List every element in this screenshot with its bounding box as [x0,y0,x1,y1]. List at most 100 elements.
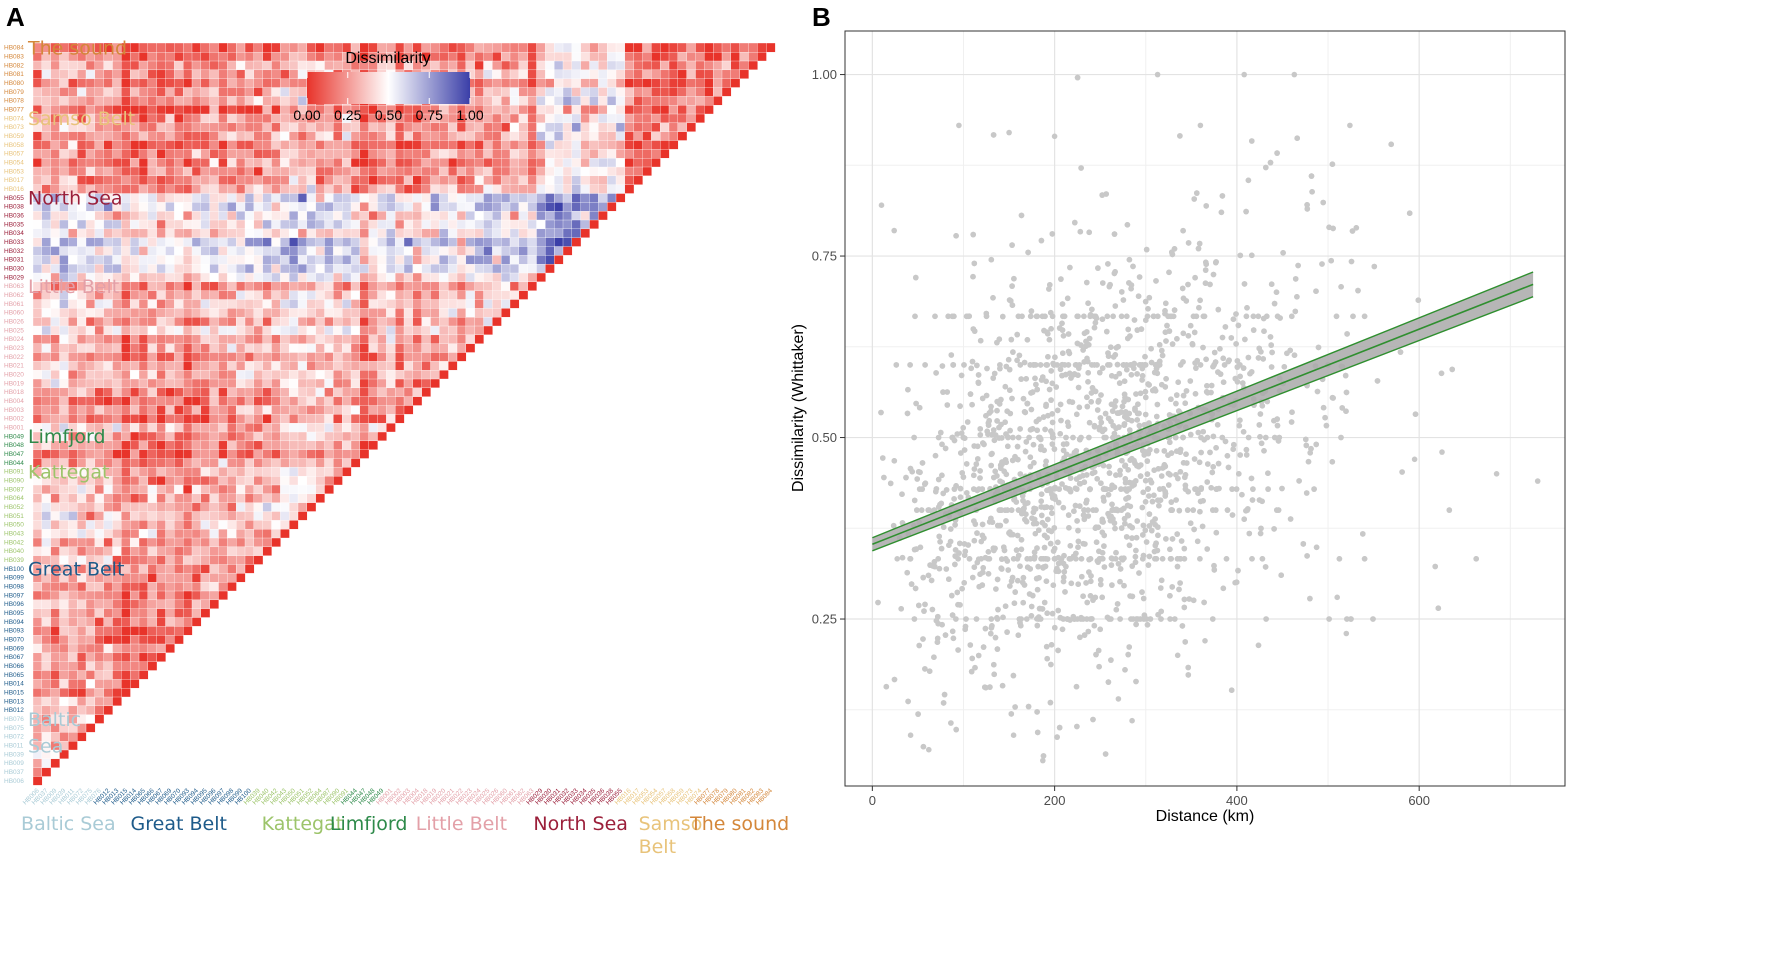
heatmap-cell [262,343,273,353]
heatmap-cell [324,184,334,194]
heatmap-cell [536,201,546,212]
heatmap-row-label: HB044 [4,460,24,467]
heatmap-cell [59,210,69,221]
heatmap-cell [76,590,87,601]
heatmap-cell [668,95,679,106]
heatmap-row-label: HB032 [4,248,24,255]
heatmap-cell [545,263,555,274]
heatmap-cell [465,166,476,177]
heatmap-cell [218,192,228,203]
heatmap-cell [94,175,105,185]
heatmap-cell [350,281,361,291]
heatmap-cell [280,60,290,71]
heatmap-cell [359,122,370,132]
heatmap-cell [518,148,529,159]
heatmap-cell [633,104,644,115]
heatmap-cell [112,440,122,450]
heatmap-cell [165,510,175,521]
heatmap-cell [412,272,423,283]
heatmap-cell [297,192,308,203]
heatmap-cell [624,51,635,62]
heatmap-cell [271,290,281,300]
heatmap-cell [235,572,246,583]
heatmap-cell [121,590,131,601]
heatmap-cell [492,157,502,168]
heatmap-cell [280,528,290,539]
heatmap-cell [297,475,308,486]
heatmap-cell [147,528,158,539]
heatmap-cell [174,237,184,247]
heatmap-cell [712,78,723,88]
heatmap-cell [235,60,246,71]
heatmap-cell [227,325,237,336]
heatmap-cell [439,60,449,71]
heatmap-cell [174,343,184,353]
heatmap-cell [85,325,96,336]
heatmap-cell [138,572,149,583]
heatmap-cell [368,307,379,318]
heatmap-cell [68,546,78,556]
heatmap-cell [165,449,175,459]
heatmap-cell [138,528,149,539]
heatmap-cell [536,51,546,62]
heatmap-cell [209,351,220,362]
heatmap-cell [324,192,334,203]
heatmap-cell [492,254,502,265]
heatmap-cell [288,69,299,79]
heatmap-cell [377,175,387,185]
heatmap-cell [174,634,184,645]
heatmap-cell [271,157,281,168]
heatmap-cell [757,51,767,62]
heatmap-cell [288,351,299,362]
heatmap-cell [368,281,379,291]
heatmap-cell [271,404,281,415]
heatmap-cell [297,139,308,150]
heatmap-cell [129,325,140,336]
heatmap-cell [386,210,396,221]
heatmap-cell [315,245,326,256]
heatmap-cell [465,316,476,327]
heatmap-cell [562,104,573,115]
heatmap-cell [94,696,105,707]
heatmap-cell [156,281,167,291]
heatmap-cell [59,351,69,362]
heatmap-cell [571,237,582,247]
heatmap-cell [509,245,520,256]
heatmap-cell [439,272,449,283]
heatmap-cell [191,449,202,459]
heatmap-cell [394,387,405,397]
heatmap-cell [235,192,246,203]
heatmap-cell [315,396,326,406]
heatmap-cell [633,51,644,62]
heatmap-cell [218,237,228,247]
heatmap-cell [695,113,705,124]
heatmap-cell [85,237,96,247]
heatmap-cell [624,175,635,185]
heatmap-cell [483,290,493,300]
heatmap-cell [518,210,529,221]
heatmap-cell [500,148,511,159]
heatmap-cell [412,122,423,132]
heatmap-cell [606,122,617,132]
heatmap-row-label: HB069 [4,645,24,652]
heatmap-cell [527,166,538,177]
heatmap-cell [271,369,281,380]
heatmap-cell [509,263,520,274]
heatmap-cell [227,86,237,97]
heatmap-cell [324,387,334,397]
heatmap-cell [333,210,343,221]
heatmap-cell [465,175,476,185]
heatmap-cell [138,254,149,265]
heatmap-cell [315,210,326,221]
heatmap-cell [306,157,317,168]
heatmap-row-label: HB091 [4,469,24,476]
heatmap-cell [209,263,220,274]
heatmap-cell [545,51,555,62]
heatmap-cell [138,184,149,194]
heatmap-cell [253,42,264,53]
heatmap-cell [147,290,158,300]
heatmap-cell [333,466,343,477]
heatmap-row-label: HB018 [4,389,24,396]
heatmap-cell [156,157,167,168]
heatmap-cell [253,431,264,442]
